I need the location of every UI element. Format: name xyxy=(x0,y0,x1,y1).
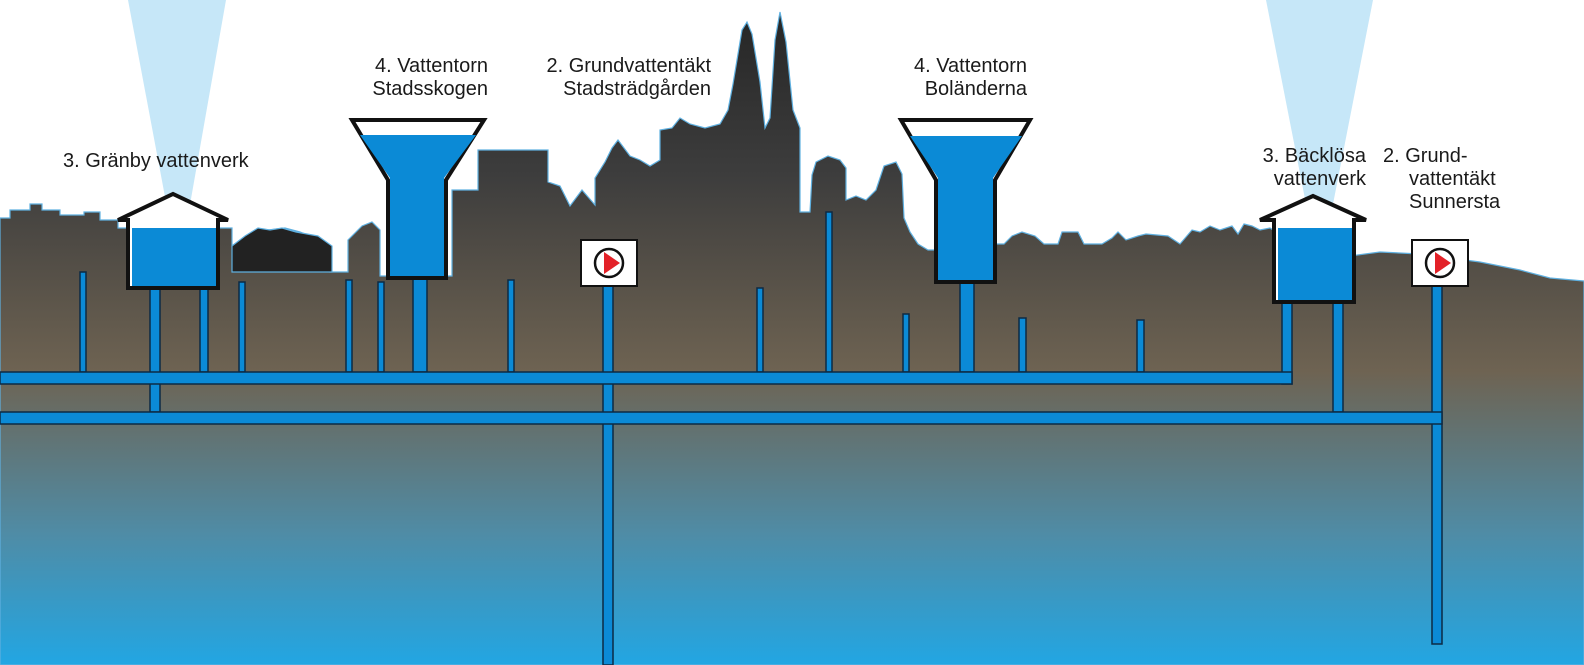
label-granby-waterworks: 3. Gränby vattenverk xyxy=(63,150,249,172)
building-left-gable xyxy=(231,227,333,273)
label-tower-stadsskogen: 4. Vattentorn Stadsskogen xyxy=(372,55,488,100)
label-groundwater-sunnersta: 2. Grund- vattentäkt Sunnersta xyxy=(1383,145,1501,213)
label-backlosa-waterworks: 3. Bäcklösa vattenverk xyxy=(1262,145,1366,190)
main-pipelines xyxy=(0,371,1443,425)
water-tower-icon xyxy=(897,118,1034,284)
light-beam-right xyxy=(1266,0,1373,250)
waterworks-house-icon xyxy=(1259,193,1367,304)
pump-play-icon xyxy=(580,239,638,287)
water-tower-icon xyxy=(348,118,488,280)
light-beam-left xyxy=(128,0,226,250)
label-groundwater-stadstradgarden: 2. Grundvattentäkt Stadsträdgården xyxy=(546,55,711,100)
waterworks-house-icon xyxy=(117,191,229,290)
pump-play-icon xyxy=(1411,239,1469,287)
label-tower-bolanderna: 4. Vattentorn Boländerna xyxy=(913,55,1027,100)
service-pipes xyxy=(79,211,1443,665)
